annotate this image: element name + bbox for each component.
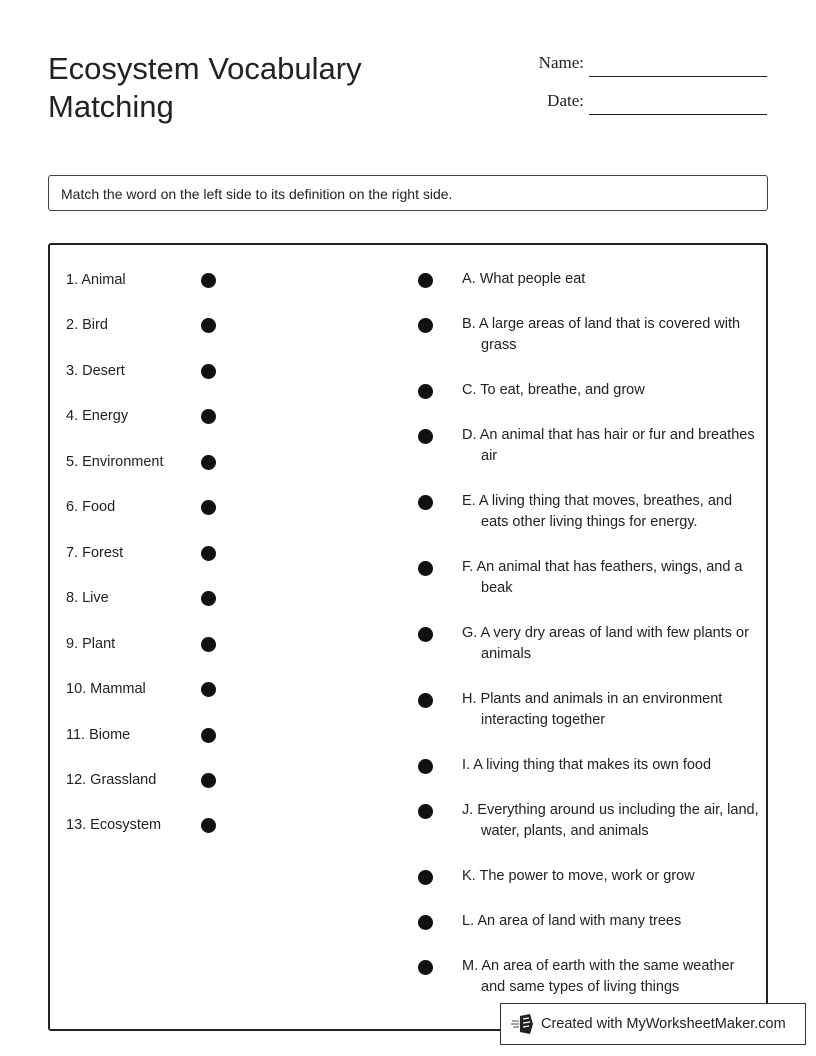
word-match-dot[interactable] bbox=[201, 363, 216, 379]
word-item: 6. Food bbox=[66, 499, 116, 516]
definition-match-dot[interactable] bbox=[418, 759, 433, 774]
definition-match-dot[interactable] bbox=[418, 870, 433, 885]
definition-item: B. A large areas of land that is covered… bbox=[462, 314, 762, 356]
word-item: 10. Mammal bbox=[66, 681, 146, 698]
name-field[interactable] bbox=[589, 58, 767, 77]
definition-text: F. An animal that has feathers, wings, a… bbox=[462, 559, 743, 596]
definition-item: J. Everything around us including the ai… bbox=[462, 800, 762, 842]
word-match-dot[interactable] bbox=[201, 636, 216, 652]
definition-match-dot[interactable] bbox=[418, 693, 433, 708]
word-match-dot[interactable] bbox=[201, 591, 216, 607]
word-item: 3. Desert bbox=[66, 362, 125, 379]
instructions: Match the word on the left side to its d… bbox=[48, 175, 768, 211]
definition-item: D. An animal that has hair or fur and br… bbox=[462, 425, 762, 467]
definition-text: L. An area of land with many trees bbox=[462, 913, 682, 929]
definition-text: E. A living thing that moves, breathes, … bbox=[462, 493, 733, 530]
definition-item: E. A living thing that moves, breathes, … bbox=[462, 491, 762, 533]
definition-item: M. An area of earth with the same weathe… bbox=[462, 956, 762, 998]
date-label: Date: bbox=[500, 91, 584, 111]
definition-match-dot[interactable] bbox=[418, 960, 433, 975]
word-match-dot[interactable] bbox=[201, 772, 216, 788]
word-match-dot[interactable] bbox=[201, 318, 216, 334]
definition-text: D. An animal that has hair or fur and br… bbox=[462, 427, 755, 464]
definition-match-dot[interactable] bbox=[418, 915, 433, 930]
definition-match-dot[interactable] bbox=[418, 429, 433, 444]
word-item: 11. Biome bbox=[66, 726, 131, 743]
word-match-dot[interactable] bbox=[201, 727, 216, 743]
definition-match-dot[interactable] bbox=[418, 273, 433, 288]
date-label-text: Date: bbox=[547, 91, 584, 110]
definition-item: I. A living thing that makes its own foo… bbox=[462, 755, 762, 776]
word-match-dot[interactable] bbox=[201, 500, 216, 516]
definition-match-dot[interactable] bbox=[418, 495, 433, 510]
word-item: 8. Live bbox=[66, 590, 109, 607]
definition-text: A. What people eat bbox=[462, 271, 586, 287]
definition-text: I. A living thing that makes its own foo… bbox=[462, 757, 712, 773]
word-item: 13. Ecosystem bbox=[66, 817, 162, 834]
definition-item: K. The power to move, work or grow bbox=[462, 866, 762, 887]
matching-box bbox=[48, 243, 768, 1031]
definition-text: G. A very dry areas of land with few pla… bbox=[462, 625, 749, 662]
definition-match-dot[interactable] bbox=[418, 627, 433, 642]
word-item: 9. Plant bbox=[66, 635, 116, 652]
definition-item: L. An area of land with many trees bbox=[462, 911, 762, 932]
name-label-text: Name: bbox=[538, 53, 584, 72]
definition-text: C. To eat, breathe, and grow bbox=[462, 382, 645, 398]
definition-item: A. What people eat bbox=[462, 269, 762, 290]
definition-match-dot[interactable] bbox=[418, 561, 433, 576]
badge-text: Created with MyWorksheetMaker.com bbox=[541, 1016, 786, 1032]
definition-text: K. The power to move, work or grow bbox=[462, 868, 695, 884]
word-match-dot[interactable] bbox=[201, 454, 216, 470]
word-item: 7. Forest bbox=[66, 544, 124, 561]
definition-item: H. Plants and animals in an environment … bbox=[462, 689, 762, 731]
definition-text: B. A large areas of land that is covered… bbox=[462, 316, 741, 353]
definition-item: F. An animal that has feathers, wings, a… bbox=[462, 557, 762, 599]
word-match-dot[interactable] bbox=[201, 545, 216, 561]
definition-item: G. A very dry areas of land with few pla… bbox=[462, 623, 762, 665]
definition-text: M. An area of earth with the same weathe… bbox=[462, 958, 735, 995]
word-item: 12. Grassland bbox=[66, 771, 157, 788]
created-with-badge[interactable]: Created with MyWorksheetMaker.com bbox=[500, 1003, 806, 1045]
word-item: 2. Bird bbox=[66, 317, 108, 334]
definition-match-dot[interactable] bbox=[418, 804, 433, 819]
word-match-dot[interactable] bbox=[201, 818, 216, 834]
definition-text: J. Everything around us including the ai… bbox=[462, 802, 759, 839]
word-item: 4. Energy bbox=[66, 408, 129, 425]
word-item: 5. Environment bbox=[66, 453, 164, 470]
definition-text: H. Plants and animals in an environment … bbox=[462, 691, 723, 728]
definition-item: C. To eat, breathe, and grow bbox=[462, 380, 762, 401]
name-label: Name: bbox=[500, 53, 584, 73]
word-match-dot[interactable] bbox=[201, 682, 216, 698]
page-title: Ecosystem Vocabulary Matching bbox=[48, 51, 362, 124]
definition-match-dot[interactable] bbox=[418, 384, 433, 399]
word-match-dot[interactable] bbox=[201, 273, 216, 288]
word-match-dot[interactable] bbox=[201, 409, 216, 425]
worksheet-logo-icon bbox=[511, 1014, 533, 1034]
definition-match-dot[interactable] bbox=[418, 318, 433, 333]
date-field[interactable] bbox=[589, 96, 767, 115]
word-item: 1. Animal bbox=[66, 272, 126, 288]
